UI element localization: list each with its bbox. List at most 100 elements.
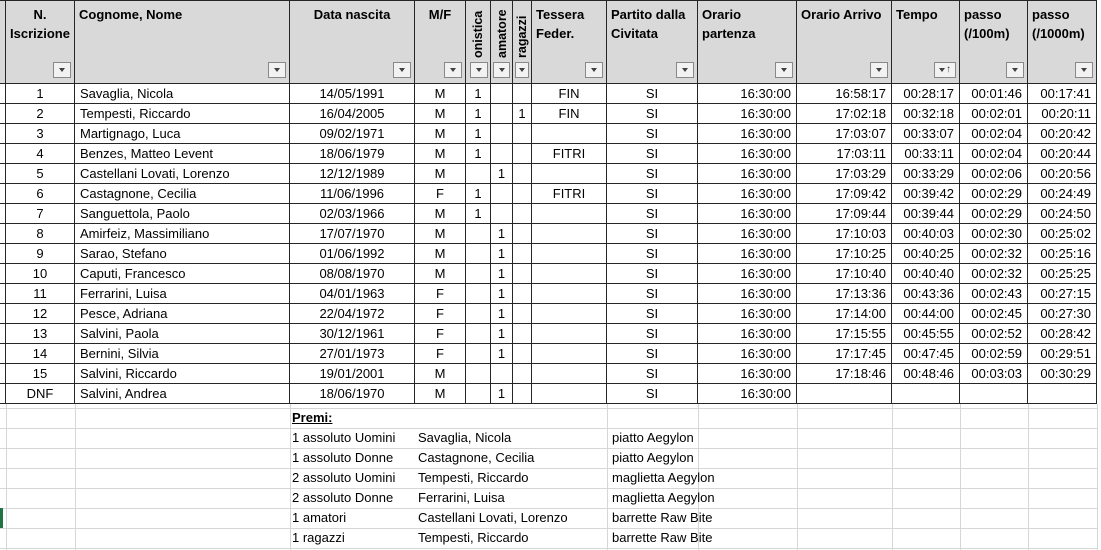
cell-passo-1000m[interactable]: 00:27:15 bbox=[1028, 284, 1097, 304]
premi-category[interactable]: 2 assoluto Donne bbox=[292, 490, 394, 505]
cell-data-nascita[interactable]: 18/06/1970 bbox=[290, 384, 415, 404]
cell-n-iscrizione[interactable]: 15 bbox=[6, 364, 75, 384]
premi-winner[interactable]: Castagnone, Cecilia bbox=[418, 450, 535, 465]
cell-partito-dalla-civitata[interactable]: SI bbox=[607, 124, 698, 144]
cell-passo-100m[interactable]: 00:02:45 bbox=[960, 304, 1028, 324]
cell-amatore[interactable]: 1 bbox=[491, 344, 513, 364]
cell-cognome-nome[interactable]: Salvini, Andrea bbox=[75, 384, 290, 404]
cell-cognome-nome[interactable]: Salvini, Riccardo bbox=[75, 364, 290, 384]
cell-mf[interactable]: M bbox=[415, 104, 466, 124]
cell-amatore[interactable]: 1 bbox=[491, 224, 513, 244]
cell-orario-arrivo[interactable]: 16:58:17 bbox=[797, 84, 892, 104]
cell-n-iscrizione[interactable]: DNF bbox=[6, 384, 75, 404]
cell-mf[interactable]: F bbox=[415, 324, 466, 344]
cell-agonistica[interactable] bbox=[466, 384, 491, 404]
cell-amatore[interactable] bbox=[491, 84, 513, 104]
premi-winner[interactable]: Savaglia, Nicola bbox=[418, 430, 512, 445]
premi-prize[interactable]: maglietta Aegylon bbox=[612, 490, 715, 505]
header-cell-n-iscrizione[interactable]: N. Iscrizione bbox=[6, 0, 75, 84]
cell-ragazzi[interactable] bbox=[513, 324, 532, 344]
cell-orario-arrivo[interactable]: 17:09:42 bbox=[797, 184, 892, 204]
cell-tessera-feder[interactable] bbox=[532, 264, 607, 284]
cell-mf[interactable]: M bbox=[415, 144, 466, 164]
cell-tempo[interactable]: 00:43:36 bbox=[892, 284, 960, 304]
cell-partito-dalla-civitata[interactable]: SI bbox=[607, 324, 698, 344]
cell-ragazzi[interactable] bbox=[513, 364, 532, 384]
cell-ragazzi[interactable] bbox=[513, 304, 532, 324]
cell-ragazzi[interactable] bbox=[513, 344, 532, 364]
cell-cognome-nome[interactable]: Savaglia, Nicola bbox=[75, 84, 290, 104]
cell-agonistica[interactable] bbox=[466, 244, 491, 264]
cell-cognome-nome[interactable]: Bernini, Silvia bbox=[75, 344, 290, 364]
cell-passo-1000m[interactable]: 00:27:30 bbox=[1028, 304, 1097, 324]
cell-partito-dalla-civitata[interactable]: SI bbox=[607, 384, 698, 404]
cell-cognome-nome[interactable]: Salvini, Paola bbox=[75, 324, 290, 344]
cell-mf[interactable]: F bbox=[415, 284, 466, 304]
cell-passo-100m[interactable]: 00:02:29 bbox=[960, 184, 1028, 204]
cell-amatore[interactable]: 1 bbox=[491, 264, 513, 284]
cell-tessera-feder[interactable]: FIN bbox=[532, 84, 607, 104]
premi-prize[interactable]: piatto Aegylon bbox=[612, 430, 694, 445]
cell-amatore[interactable] bbox=[491, 184, 513, 204]
cell-n-iscrizione[interactable]: 7 bbox=[6, 204, 75, 224]
cell-mf[interactable]: F bbox=[415, 184, 466, 204]
cell-partito-dalla-civitata[interactable]: SI bbox=[607, 344, 698, 364]
cell-tessera-feder[interactable] bbox=[532, 304, 607, 324]
cell-cognome-nome[interactable]: Amirfeiz, Massimiliano bbox=[75, 224, 290, 244]
cell-data-nascita[interactable]: 22/04/1972 bbox=[290, 304, 415, 324]
cell-amatore[interactable]: 1 bbox=[491, 244, 513, 264]
cell-orario-arrivo[interactable]: 17:10:03 bbox=[797, 224, 892, 244]
cell-ragazzi[interactable]: 1 bbox=[513, 104, 532, 124]
cell-passo-100m[interactable]: 00:02:52 bbox=[960, 324, 1028, 344]
cell-data-nascita[interactable]: 11/06/1996 bbox=[290, 184, 415, 204]
cell-mf[interactable]: M bbox=[415, 164, 466, 184]
filter-button-tempo[interactable]: ↑ bbox=[934, 62, 956, 78]
cell-n-iscrizione[interactable]: 11 bbox=[6, 284, 75, 304]
cell-tempo[interactable]: 00:48:46 bbox=[892, 364, 960, 384]
cell-agonistica[interactable] bbox=[466, 344, 491, 364]
cell-passo-1000m[interactable] bbox=[1028, 384, 1097, 404]
cell-tempo[interactable]: 00:28:17 bbox=[892, 84, 960, 104]
cell-passo-1000m[interactable]: 00:25:02 bbox=[1028, 224, 1097, 244]
cell-tempo[interactable]: 00:45:55 bbox=[892, 324, 960, 344]
cell-partito-dalla-civitata[interactable]: SI bbox=[607, 264, 698, 284]
cell-ragazzi[interactable] bbox=[513, 384, 532, 404]
cell-amatore[interactable] bbox=[491, 364, 513, 384]
filter-button-cognome-nome[interactable] bbox=[268, 62, 286, 78]
cell-amatore[interactable] bbox=[491, 204, 513, 224]
cell-passo-100m[interactable]: 00:02:32 bbox=[960, 264, 1028, 284]
cell-data-nascita[interactable]: 27/01/1973 bbox=[290, 344, 415, 364]
cell-tessera-feder[interactable] bbox=[532, 344, 607, 364]
filter-button-data-nascita[interactable] bbox=[393, 62, 411, 78]
cell-passo-100m[interactable]: 00:02:59 bbox=[960, 344, 1028, 364]
cell-ragazzi[interactable] bbox=[513, 264, 532, 284]
cell-agonistica[interactable]: 1 bbox=[466, 184, 491, 204]
cell-cognome-nome[interactable]: Ferrarini, Luisa bbox=[75, 284, 290, 304]
filter-button-n-iscrizione[interactable] bbox=[53, 62, 71, 78]
cell-orario-partenza[interactable]: 16:30:00 bbox=[698, 284, 797, 304]
premi-prize[interactable]: maglietta Aegylon bbox=[612, 470, 715, 485]
header-cell-orario-arrivo[interactable]: Orario Arrivo bbox=[797, 0, 892, 84]
cell-passo-100m[interactable]: 00:02:43 bbox=[960, 284, 1028, 304]
cell-passo-1000m[interactable]: 00:17:41 bbox=[1028, 84, 1097, 104]
cell-amatore[interactable]: 1 bbox=[491, 304, 513, 324]
cell-passo-1000m[interactable]: 00:20:56 bbox=[1028, 164, 1097, 184]
cell-tessera-feder[interactable] bbox=[532, 124, 607, 144]
cell-orario-partenza[interactable]: 16:30:00 bbox=[698, 164, 797, 184]
header-cell-tessera-feder[interactable]: Tessera Feder. bbox=[532, 0, 607, 84]
header-cell-agonistica[interactable]: onistica bbox=[466, 0, 491, 84]
premi-category[interactable]: 1 assoluto Uomini bbox=[292, 430, 396, 445]
cell-data-nascita[interactable]: 30/12/1961 bbox=[290, 324, 415, 344]
cell-passo-1000m[interactable]: 00:25:25 bbox=[1028, 264, 1097, 284]
cell-orario-arrivo[interactable]: 17:18:46 bbox=[797, 364, 892, 384]
cell-tempo[interactable]: 00:44:00 bbox=[892, 304, 960, 324]
cell-orario-arrivo[interactable]: 17:13:36 bbox=[797, 284, 892, 304]
cell-orario-partenza[interactable]: 16:30:00 bbox=[698, 324, 797, 344]
cell-tempo[interactable]: 00:47:45 bbox=[892, 344, 960, 364]
cell-agonistica[interactable] bbox=[466, 324, 491, 344]
cell-partito-dalla-civitata[interactable]: SI bbox=[607, 244, 698, 264]
cell-tempo[interactable]: 00:40:40 bbox=[892, 264, 960, 284]
cell-tessera-feder[interactable] bbox=[532, 364, 607, 384]
cell-amatore[interactable]: 1 bbox=[491, 284, 513, 304]
cell-orario-partenza[interactable]: 16:30:00 bbox=[698, 384, 797, 404]
